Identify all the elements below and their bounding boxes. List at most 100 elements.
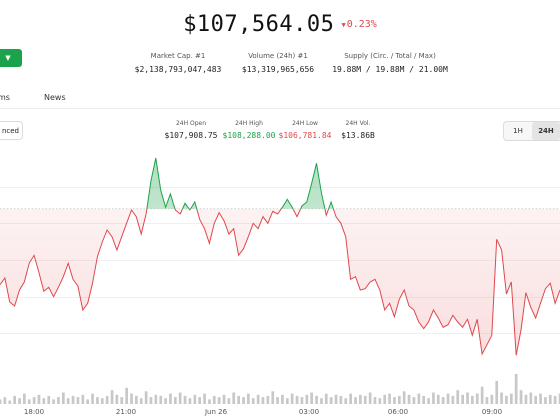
volume-bar	[251, 398, 255, 404]
volume-bar	[183, 395, 187, 404]
ohlc-label: 24H Vol.	[345, 120, 371, 127]
volume-bar	[480, 386, 484, 404]
volume-bar	[417, 393, 421, 404]
volume-bar	[105, 395, 109, 404]
volume-bar	[242, 397, 245, 404]
volume-bar	[349, 393, 352, 404]
chevron-down-icon: ▼	[5, 54, 11, 62]
price-header: $107,564.05 ▼0.23%	[0, 12, 560, 37]
volume-bar	[548, 394, 552, 404]
stat-value: $2,138,793,047,483	[134, 65, 222, 74]
area-below-open	[0, 208, 560, 356]
price-change-value: 0.23%	[346, 19, 377, 30]
volume-bar	[368, 392, 372, 404]
tab-items[interactable]: ms	[0, 93, 10, 102]
volume-bar	[247, 393, 250, 404]
stat-supply: Supply (Circ. / Total / Max) 19.88M / 19…	[320, 52, 460, 74]
volume-bar	[324, 393, 328, 404]
volume-bar	[42, 398, 46, 404]
volume-bar	[266, 395, 270, 404]
volume-bar	[198, 397, 201, 404]
volume-bar	[139, 398, 143, 404]
volume-bar	[344, 398, 348, 404]
volume-bar	[300, 397, 304, 404]
volume-bar	[553, 395, 557, 404]
ohlc-label: 24H Low	[292, 120, 318, 127]
volume-bar	[539, 393, 542, 404]
volume-bar	[237, 395, 240, 404]
volume-bar	[373, 397, 377, 404]
volume-bar	[339, 395, 343, 404]
ohlc-value: $106,781.84	[278, 131, 332, 140]
timeframe-24h[interactable]: 24H	[532, 122, 560, 140]
stat-label: Market Cap. #1	[150, 52, 206, 60]
volume-bar	[47, 395, 51, 404]
volume-bar	[402, 391, 406, 404]
ohlc-high: 24H High $108,288.00	[218, 120, 280, 140]
timeframe-1h[interactable]: 1H	[513, 127, 523, 135]
volume-bar	[110, 390, 114, 404]
volume-bar	[52, 399, 55, 404]
volume-bar	[422, 395, 425, 404]
volume-bar	[461, 394, 464, 404]
volume-bar	[446, 393, 450, 404]
volume-bar	[320, 398, 323, 404]
tab-divider	[0, 108, 560, 109]
volume-bar	[383, 394, 387, 404]
volume-bar	[363, 395, 367, 404]
stat-label: Supply (Circ. / Total / Max)	[344, 52, 436, 60]
volume-bar	[62, 392, 65, 404]
price-line-below	[0, 208, 560, 356]
volume-bar	[96, 397, 99, 404]
tab-news[interactable]: News	[44, 93, 66, 102]
volume-bar	[115, 394, 119, 404]
ohlc-open: 24H Open $107,908.75	[160, 120, 222, 140]
price-chart[interactable]: 18:00 21:00 Jun 26 03:00 06:00 09:00	[0, 150, 560, 420]
volume-bar	[208, 399, 211, 404]
volume-bar	[174, 397, 177, 404]
volume-bar	[558, 393, 560, 404]
action-dropdown-button[interactable]: ▼	[0, 49, 22, 67]
advanced-button[interactable]: nced	[0, 121, 23, 140]
volume-bar	[305, 394, 309, 404]
volume-bar	[232, 392, 236, 404]
volume-bar	[393, 397, 396, 404]
volume-bar	[149, 397, 153, 404]
volume-bar	[86, 399, 89, 404]
ohlc-label: 24H Open	[175, 120, 207, 127]
ohlc-volume: 24H Vol. $13.86B	[334, 120, 382, 140]
x-tick-label: 03:00	[299, 408, 319, 416]
volume-bar	[310, 392, 313, 404]
volume-bar	[407, 394, 411, 404]
volume-bar	[18, 398, 21, 404]
volume-bar	[217, 397, 221, 404]
volume-bar	[490, 394, 494, 404]
volume-bar	[130, 393, 133, 404]
volume-bar	[32, 397, 36, 404]
volume-bar	[23, 393, 26, 404]
volume-bar	[315, 395, 318, 404]
volume-bar	[466, 392, 469, 404]
volume-bar	[427, 398, 430, 404]
volume-bar	[378, 398, 382, 404]
volume-bar	[222, 394, 226, 404]
volume-bar	[135, 395, 138, 404]
volume-bar	[125, 387, 128, 404]
volume-bar	[505, 395, 508, 404]
volume-bar	[544, 397, 547, 404]
volume-bar	[159, 395, 163, 404]
volume-bar	[0, 399, 2, 404]
volume-bar	[524, 394, 528, 404]
volume-bar	[193, 394, 197, 404]
stat-label: Volume (24h) #1	[248, 52, 308, 60]
volume-bar	[256, 394, 260, 404]
volume-bar	[456, 390, 460, 404]
volume-bar	[212, 395, 216, 404]
volume-bar	[529, 392, 533, 404]
volume-bar	[261, 397, 265, 404]
x-tick-label: 21:00	[116, 408, 136, 416]
volume-bar	[178, 392, 182, 404]
volume-bar	[91, 393, 94, 404]
volume-bar	[57, 397, 60, 404]
x-tick-label: 09:00	[482, 408, 502, 416]
